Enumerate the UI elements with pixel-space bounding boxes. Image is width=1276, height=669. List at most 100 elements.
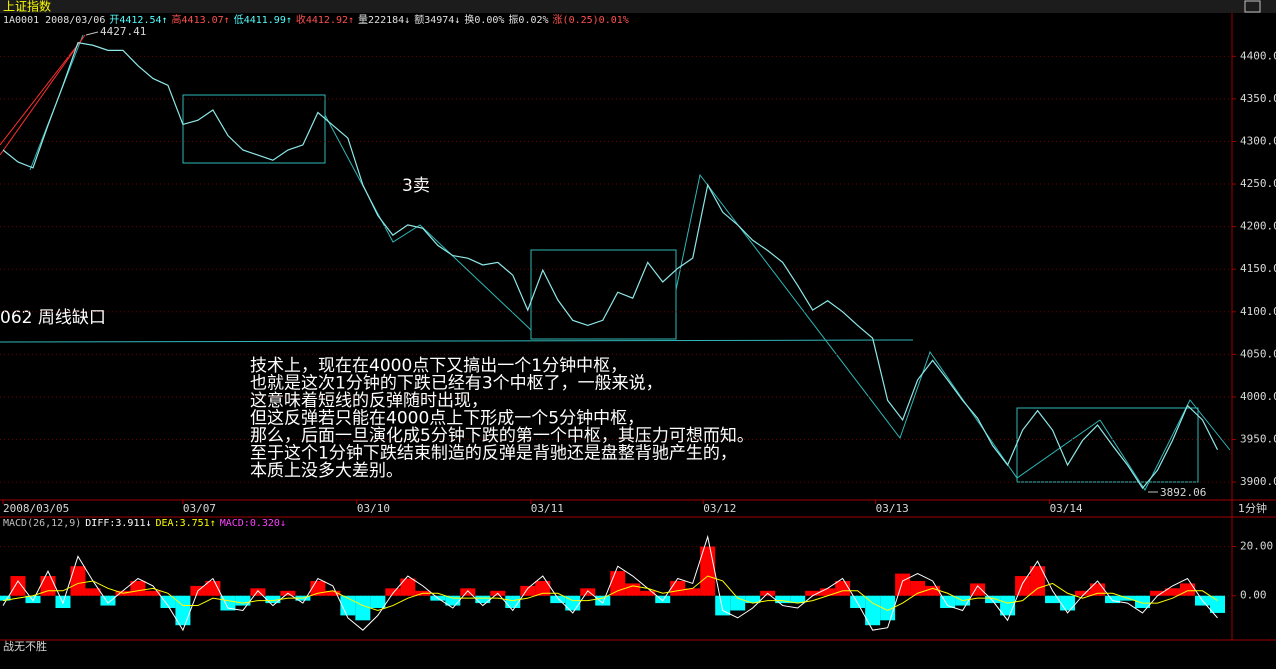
macd-bar	[805, 590, 821, 596]
macd-bar	[265, 595, 281, 604]
header-item: 换0.00%	[464, 13, 504, 26]
macd-bar	[355, 595, 371, 621]
y-tick-label: 4150.00	[1240, 262, 1276, 275]
y-tick-label: 4100.00	[1240, 305, 1276, 318]
macd-bar	[370, 595, 386, 609]
macd-bar	[775, 595, 791, 604]
macd-bar	[1015, 576, 1031, 596]
macd-line	[2, 575, 1218, 612]
macd-bar	[145, 590, 161, 596]
macd-bar	[325, 590, 341, 596]
macd-bar	[835, 580, 851, 596]
header-item: MACD(26,12,9)	[3, 518, 81, 529]
pivot-box	[530, 249, 677, 340]
macd-bar	[580, 588, 596, 596]
commentary: 技术上，现在在4000点下又搞出一个1分钟中枢，	[250, 356, 627, 376]
header-item: DEA:3.751↑	[156, 518, 216, 529]
macd-bar	[850, 595, 866, 609]
macd-bar	[85, 588, 101, 596]
gap-line	[0, 339, 914, 343]
period-label: 1分钟	[1238, 501, 1267, 515]
y-tick-label: 4050.00	[1240, 347, 1276, 360]
window-icon[interactable]	[1244, 0, 1261, 13]
y-tick-label: 4300.00	[1240, 134, 1276, 147]
x-tick-label: 2008/03/05	[3, 502, 69, 515]
high-label: 4427.41	[100, 25, 146, 38]
macd-bar	[460, 588, 476, 596]
x-tick-label: 03/07	[183, 502, 216, 515]
footer: 战无不胜	[3, 639, 47, 653]
trend-line	[0, 37, 84, 146]
macd-bar	[1210, 595, 1226, 613]
header-item: 1A0001 2008/03/06	[3, 15, 105, 26]
trend-line	[675, 173, 1101, 479]
trend-line	[1099, 399, 1231, 492]
macd-bar	[1135, 595, 1151, 609]
chart-title: 上证指数	[3, 0, 51, 14]
commentary: 这意味着短线的反弹随时出现，	[250, 391, 488, 411]
macd-bar	[640, 590, 656, 596]
macd-bar	[1150, 590, 1166, 596]
header-item: 额34974↓	[414, 13, 460, 26]
macd-bar	[715, 595, 731, 616]
commentary: 本质上没多大差别。	[250, 461, 403, 481]
drawings	[0, 31, 1231, 493]
leader-line	[85, 31, 99, 36]
macd-bar	[625, 583, 641, 596]
y-tick-label: 4350.00	[1240, 92, 1276, 105]
pivot-box	[182, 94, 326, 164]
macd-bar	[385, 588, 401, 596]
header-item: 振0.02%	[508, 13, 548, 26]
macd-bar	[700, 546, 716, 596]
macd-bar	[865, 595, 881, 626]
macd-bar	[1075, 590, 1091, 596]
macd-bar	[1165, 588, 1181, 596]
y-tick-label: 0.00	[1240, 589, 1267, 602]
macd-bar	[445, 595, 461, 606]
trend-line	[324, 114, 532, 331]
x-tick-label: 03/12	[703, 502, 736, 515]
y-tick-label: 4400.00	[1240, 49, 1276, 62]
header-item: 高4413.07↑	[172, 13, 230, 26]
macd-bar	[595, 595, 611, 606]
macd-bar	[550, 595, 566, 604]
pivot-box	[1016, 407, 1199, 483]
macd-bar	[895, 573, 911, 596]
macd-bar	[925, 585, 941, 596]
macd-bar	[100, 595, 116, 606]
macd-bar	[1105, 595, 1121, 604]
macd-bar	[25, 595, 41, 604]
y-tick-label: 4200.00	[1240, 220, 1276, 233]
low-label: 3892.06	[1160, 486, 1206, 499]
macd-bar	[250, 588, 266, 596]
macd-bar	[10, 576, 26, 596]
commentary: 至于这个1分钟下跌结束制造的反弹是背驰还是盘整背驰产生的，	[250, 444, 737, 464]
macd-bar	[400, 578, 416, 596]
macd-bar	[1090, 583, 1106, 596]
macd-bar	[790, 595, 806, 604]
header-item: 涨(0.25)0.01%	[553, 14, 629, 26]
annotation: 062 周线缺口	[0, 308, 106, 328]
x-tick-label: 03/10	[357, 502, 390, 515]
annotation: 3卖	[402, 176, 430, 196]
y-tick-label: 20.00	[1240, 540, 1273, 553]
macd-bar	[235, 595, 251, 606]
header-item: 收4412.92↑	[296, 13, 354, 26]
macd-bar	[610, 571, 626, 596]
header-item: DIFF:3.911↓	[85, 518, 151, 529]
macd-bar	[130, 580, 146, 596]
commentary: 但这反弹若只能在4000点上下形成一个5分钟中枢，	[250, 409, 644, 429]
macd-bar	[820, 588, 836, 596]
header-item: 量222184↓	[358, 14, 410, 26]
commentary: 那么，后面一旦演化成5分钟下跌的第一个中枢，其压力可想而知。	[250, 426, 754, 446]
macd-bar	[655, 595, 671, 604]
header-item: 低4411.99↑	[234, 13, 292, 26]
header-item: 开4412.54↑	[109, 15, 167, 26]
macd-bar	[205, 580, 221, 596]
macd-bar	[670, 580, 686, 596]
title-bar	[0, 0, 1276, 13]
header-item: MACD:0.320↓	[220, 518, 286, 529]
price-line	[2, 42, 1219, 490]
macd-bar	[0, 595, 11, 601]
